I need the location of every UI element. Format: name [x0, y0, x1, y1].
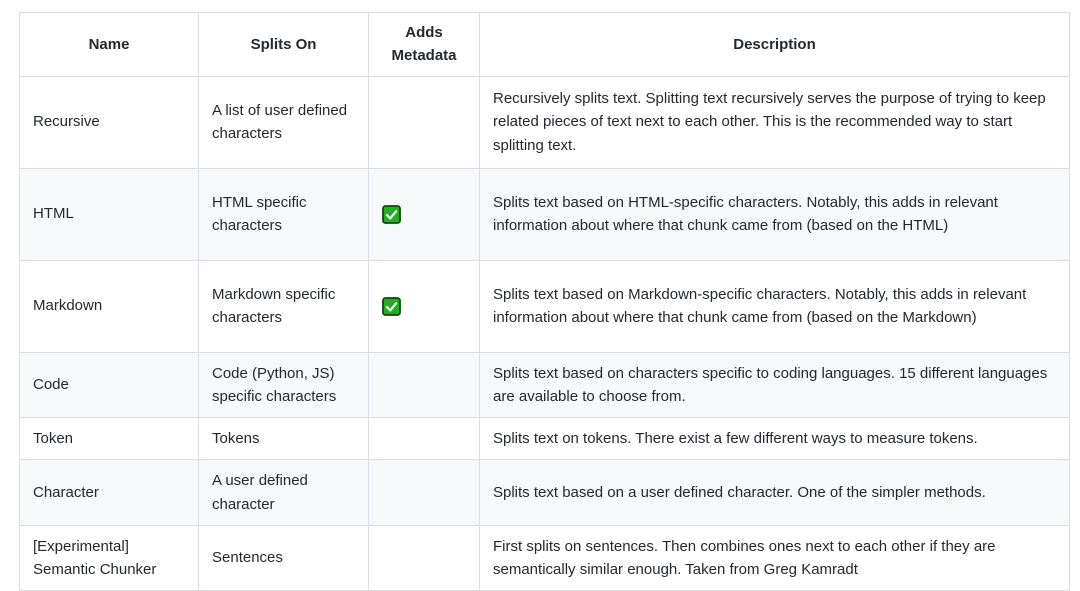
adds-metadata-cell	[368, 416, 480, 461]
column-header-splits-on: Splits On	[198, 12, 369, 77]
column-header-adds-metadata: Adds Metadata	[368, 12, 480, 77]
header-row: Name Splits On Adds Metadata Description	[19, 12, 1070, 77]
splits-on-cell: Code (Python, JS) specific characters	[198, 351, 369, 418]
description-cell: Splits text based on characters specific…	[479, 351, 1070, 418]
text-splitters-table-container: Name Splits On Adds Metadata Description…	[19, 12, 1070, 591]
adds-metadata-cell	[368, 75, 480, 169]
description-cell: Splits text based on Markdown-specific c…	[479, 259, 1070, 353]
adds-metadata-cell	[368, 259, 480, 353]
adds-metadata-cell	[368, 351, 480, 418]
adds-metadata-cell	[368, 167, 480, 261]
splits-on-cell: A user defined character	[198, 459, 369, 526]
splits-on-cell: Tokens	[198, 416, 369, 461]
description-cell: Splits text based on HTML-specific chara…	[479, 167, 1070, 261]
table-row: HTML HTML specific characters Splits tex…	[19, 167, 1070, 261]
check-mark-icon	[382, 205, 401, 224]
splitter-name-cell: [Experimental] Semantic Chunker	[19, 524, 199, 591]
check-mark-icon	[382, 297, 401, 316]
table-body: Recursive A list of user defined charact…	[19, 75, 1070, 591]
table-row: Token Tokens Splits text on tokens. Ther…	[19, 416, 1070, 461]
splits-on-cell: A list of user defined characters	[198, 75, 369, 169]
description-cell: First splits on sentences. Then combines…	[479, 524, 1070, 591]
text-splitters-table: Name Splits On Adds Metadata Description…	[19, 12, 1070, 591]
description-cell: Splits text based on a user defined char…	[479, 459, 1070, 526]
adds-metadata-cell	[368, 524, 480, 591]
column-header-description: Description	[479, 12, 1070, 77]
table-header: Name Splits On Adds Metadata Description	[19, 12, 1070, 77]
table-row: Character A user defined character Split…	[19, 459, 1070, 526]
splitter-name-cell: Recursive	[19, 75, 199, 169]
table-row: [Experimental] Semantic Chunker Sentence…	[19, 524, 1070, 591]
table-row: Code Code (Python, JS) specific characte…	[19, 351, 1070, 418]
splits-on-cell: Markdown specific characters	[198, 259, 369, 353]
description-cell: Recursively splits text. Splitting text …	[479, 75, 1070, 169]
splitter-name-cell: HTML	[19, 167, 199, 261]
splits-on-cell: Sentences	[198, 524, 369, 591]
splitter-name-cell: Markdown	[19, 259, 199, 353]
splitter-name-cell: Code	[19, 351, 199, 418]
table-row: Recursive A list of user defined charact…	[19, 75, 1070, 169]
column-header-name: Name	[19, 12, 199, 77]
splits-on-cell: HTML specific characters	[198, 167, 369, 261]
description-cell: Splits text on tokens. There exist a few…	[479, 416, 1070, 461]
splitter-name-cell: Token	[19, 416, 199, 461]
table-row: Markdown Markdown specific characters Sp…	[19, 259, 1070, 353]
splitter-name-cell: Character	[19, 459, 199, 526]
adds-metadata-cell	[368, 459, 480, 526]
